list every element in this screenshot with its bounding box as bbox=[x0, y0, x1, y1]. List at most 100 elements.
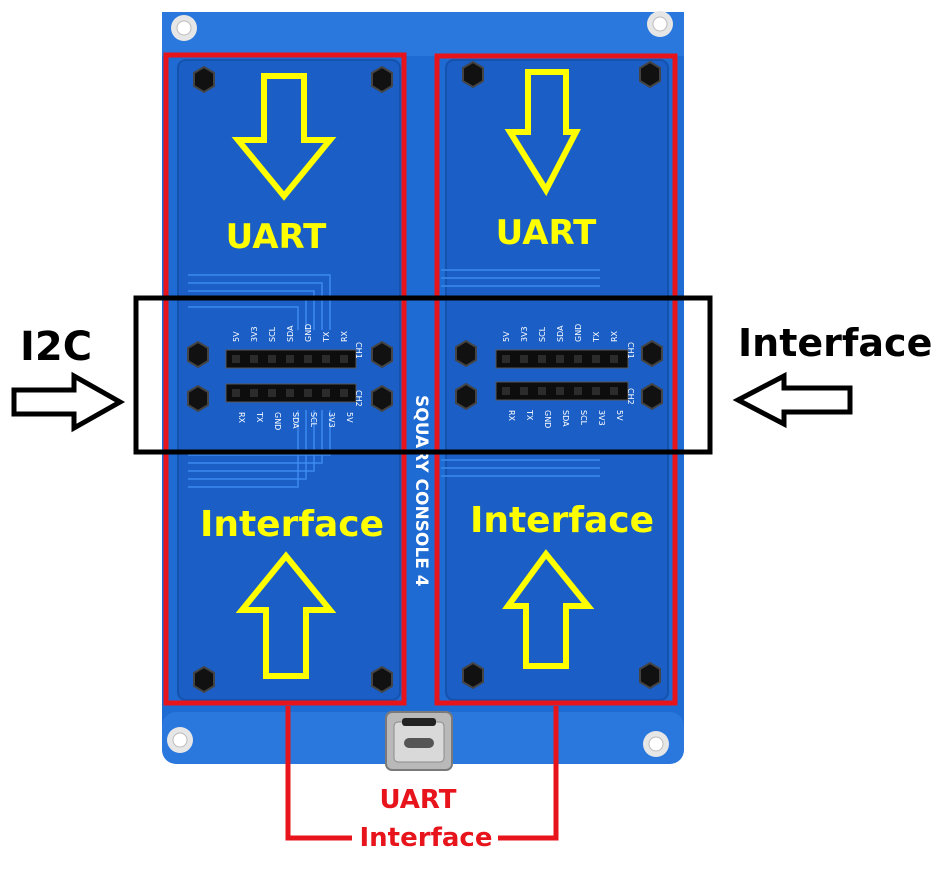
pin-label: 3V3 bbox=[250, 326, 259, 342]
pin-label: RX bbox=[507, 410, 516, 422]
pin-hole bbox=[592, 355, 600, 363]
hex-standoff-icon bbox=[639, 661, 661, 690]
mounting-hole-icon bbox=[171, 15, 197, 41]
pin-hole bbox=[610, 387, 618, 395]
pin-label: 3V3 bbox=[520, 326, 529, 342]
pin-label: RX bbox=[237, 412, 246, 424]
arrow-down-icon bbox=[231, 73, 337, 201]
header-id-top-right: CH1 bbox=[626, 342, 635, 359]
left-interface-label: Interface bbox=[200, 504, 384, 545]
hex-standoff-icon bbox=[187, 384, 209, 413]
pin-hole bbox=[322, 389, 330, 397]
pin-hole bbox=[520, 355, 528, 363]
pin-label: GND bbox=[304, 324, 313, 342]
pin-hole bbox=[232, 389, 240, 397]
hex-standoff-icon bbox=[193, 65, 215, 94]
pin-label: SCL bbox=[268, 326, 277, 342]
pin-label: GND bbox=[543, 410, 552, 428]
pin-hole bbox=[322, 355, 330, 363]
usb-c-connector-icon bbox=[385, 711, 453, 771]
pin-label: GND bbox=[273, 412, 282, 430]
pin-hole bbox=[502, 355, 510, 363]
hex-standoff-icon bbox=[371, 340, 393, 369]
hex-standoff-icon bbox=[639, 60, 661, 89]
bottom-interface-label: Interface bbox=[360, 823, 493, 853]
bottom-uart-label: UART bbox=[379, 785, 456, 815]
pin-hole bbox=[304, 355, 312, 363]
pin-labels: 5V 3V3 SCL SDA GND TX RX RX TX GND SDA SCL 3V3 5V 5V 3V… bbox=[232, 324, 624, 431]
right-interface-side-label: Interface bbox=[738, 321, 932, 365]
right-uart-label: UART bbox=[496, 213, 598, 253]
hex-standoff-icon bbox=[462, 60, 484, 89]
pin-hole bbox=[286, 389, 294, 397]
hex-standoff-icon bbox=[371, 665, 393, 694]
pin-label: 5V bbox=[345, 412, 354, 423]
hex-standoff-icon bbox=[462, 661, 484, 690]
pin-label: TX bbox=[592, 331, 601, 343]
mounting-hole-icon bbox=[167, 727, 193, 753]
right-interface-label: Interface bbox=[470, 500, 654, 541]
arrow-up-icon bbox=[502, 549, 595, 669]
board-name-label: SQUARY CONSOLE 4 bbox=[411, 395, 431, 587]
standoffs bbox=[187, 60, 663, 694]
header-id-bottom-right: CH2 bbox=[626, 388, 635, 405]
arrow-right-icon bbox=[11, 371, 126, 433]
hex-standoff-icon bbox=[641, 382, 663, 411]
left-module-panel bbox=[177, 59, 401, 701]
hex-standoff-icon bbox=[193, 665, 215, 694]
left-module-highlight bbox=[163, 52, 407, 706]
mounting-hole-icon bbox=[643, 731, 669, 757]
pin-label: SCL bbox=[538, 326, 547, 342]
pin-hole bbox=[304, 389, 312, 397]
pin-hole bbox=[592, 387, 600, 395]
pin-hole bbox=[250, 355, 258, 363]
header-highlight bbox=[133, 295, 713, 455]
arrow-left-icon bbox=[732, 371, 853, 429]
pin-label: SDA bbox=[291, 412, 300, 429]
pin-hole bbox=[610, 355, 618, 363]
pin-hole bbox=[574, 355, 582, 363]
pin-hole bbox=[556, 355, 564, 363]
pin-label: 5V bbox=[615, 410, 624, 421]
hex-standoff-icon bbox=[187, 340, 209, 369]
header-id-bottom-left: CH2 bbox=[354, 390, 363, 407]
pin-hole bbox=[268, 389, 276, 397]
pin-hole bbox=[520, 387, 528, 395]
pin-label: SDA bbox=[286, 325, 295, 342]
pin-label: SCL bbox=[579, 410, 588, 426]
header-id-top-left: CH1 bbox=[354, 342, 363, 359]
hex-standoff-icon bbox=[455, 339, 477, 368]
pin-hole bbox=[502, 387, 510, 395]
hex-standoff-icon bbox=[371, 65, 393, 94]
pin-label: 5V bbox=[502, 331, 511, 342]
pin-label: RX bbox=[340, 330, 349, 342]
pin-hole bbox=[538, 387, 546, 395]
pin-label: SCL bbox=[309, 412, 318, 428]
mounting-hole-icon bbox=[647, 11, 673, 37]
hex-standoff-icon bbox=[371, 384, 393, 413]
right-module-panel bbox=[445, 59, 669, 701]
pin-label: SDA bbox=[556, 325, 565, 342]
hex-standoff-icon bbox=[455, 382, 477, 411]
pin-label: 5V bbox=[232, 331, 241, 342]
pin-hole bbox=[340, 355, 348, 363]
pin-hole bbox=[556, 387, 564, 395]
pin-hole bbox=[232, 355, 240, 363]
pin-label: TX bbox=[255, 411, 264, 423]
pin-label: 3V3 bbox=[597, 410, 606, 426]
hex-standoff-icon bbox=[641, 339, 663, 368]
arrow-up-icon bbox=[235, 551, 337, 679]
pin-hole bbox=[268, 355, 276, 363]
pin-holes bbox=[232, 355, 618, 397]
bottom-bracket bbox=[285, 706, 559, 841]
pcb-top-edge bbox=[162, 12, 684, 56]
pin-label: TX bbox=[525, 409, 534, 421]
left-uart-label: UART bbox=[226, 217, 328, 257]
pin-hole bbox=[286, 355, 294, 363]
pin-hole bbox=[574, 387, 582, 395]
pin-label: GND bbox=[574, 324, 583, 342]
pin-label: TX bbox=[322, 331, 331, 343]
arrow-down-icon bbox=[504, 69, 581, 197]
i2c-label: I2C bbox=[20, 324, 92, 370]
